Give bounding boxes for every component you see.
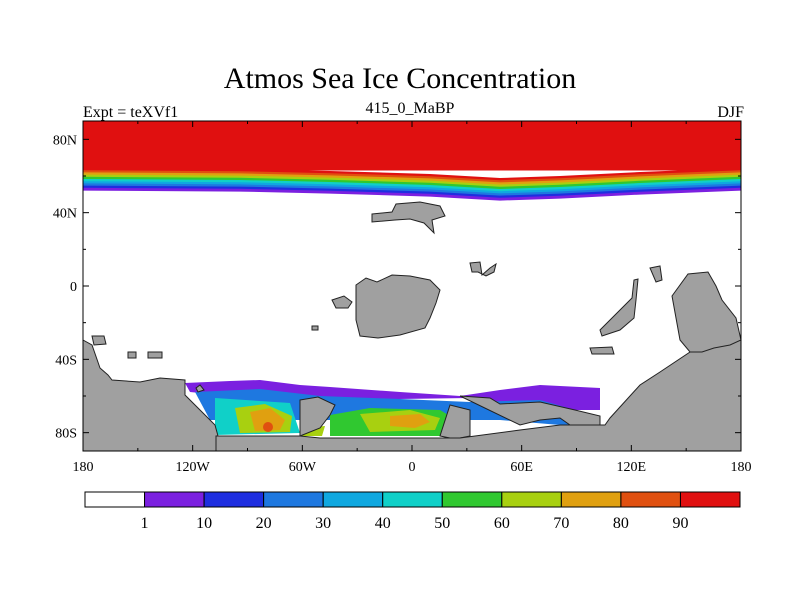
y-tick-label: 80N <box>53 133 77 148</box>
colorbar-swatch <box>144 491 205 508</box>
colorbar-label: 60 <box>494 515 510 532</box>
colorbar-swatch <box>560 491 622 508</box>
southern-ice-mid <box>195 389 600 425</box>
chart-title: Atmos Sea Ice Concentration <box>223 62 577 95</box>
colorbar-label: 10 <box>196 515 212 532</box>
colorbar-label: 40 <box>375 515 391 532</box>
land-east-arc <box>599 278 639 337</box>
land-west-dot <box>127 351 137 359</box>
ice-band-90 <box>83 121 741 171</box>
x-tick-label: 120E <box>617 460 647 475</box>
y-tick-label: 0 <box>70 280 77 295</box>
land-west-dot-2 <box>147 351 163 359</box>
colorbar-swatch <box>501 491 562 508</box>
land-north-landmass <box>371 201 446 235</box>
land-tiny-islet <box>311 325 319 331</box>
ice-edge-band <box>83 187 741 201</box>
colorbar-swatch <box>263 491 324 508</box>
colorbar-swatch <box>441 491 503 508</box>
colorbar-swatch <box>84 491 146 508</box>
age-label: 415_0_MaBP <box>365 100 455 117</box>
experiment-label: Expt = teXVf1 <box>83 104 179 121</box>
land-central-islet <box>331 295 353 309</box>
land-peninsula-dot <box>195 384 205 393</box>
x-tick-label: 0 <box>409 460 416 475</box>
land-small-island <box>469 261 497 277</box>
y-tick-label: 80S <box>55 427 77 442</box>
x-tick-label: 60E <box>510 460 533 475</box>
x-tick-label: 120W <box>176 460 211 475</box>
colorbar-swatch <box>382 491 443 508</box>
x-tick-label: 180 <box>731 460 752 475</box>
colorbar-swatch <box>679 491 741 508</box>
southern-ice-outer <box>185 380 600 410</box>
land-east-shelf <box>589 346 615 355</box>
x-tick-label: 180 <box>73 460 94 475</box>
southern-ice-80-east <box>390 414 430 428</box>
land-central-continent <box>355 274 441 339</box>
x-tick-label: 60W <box>289 460 317 475</box>
colorbar-label: 20 <box>256 515 272 532</box>
y-tick-label: 40N <box>53 207 77 222</box>
colorbar-label: 50 <box>434 515 450 532</box>
season-label: DJF <box>717 104 744 121</box>
y-tick-label: 40S <box>55 353 77 368</box>
colorbar-label: 30 <box>315 515 331 532</box>
land-antarctica-ice-margin <box>459 395 601 426</box>
colorbar-label: 70 <box>553 515 569 532</box>
colorbar-label: 80 <box>613 515 629 532</box>
colorbar-swatch <box>203 491 265 508</box>
colorbar-swatch <box>322 491 384 508</box>
land-east-islet <box>649 265 663 283</box>
southern-ice-80-west <box>250 408 285 431</box>
colorbar-label: 90 <box>672 515 688 532</box>
land-west-islet <box>91 335 107 346</box>
land-far-east <box>671 271 742 353</box>
colorbar-swatch <box>620 491 681 508</box>
colorbar-label: 1 <box>141 515 149 532</box>
southern-ice-90-patch <box>263 422 273 432</box>
